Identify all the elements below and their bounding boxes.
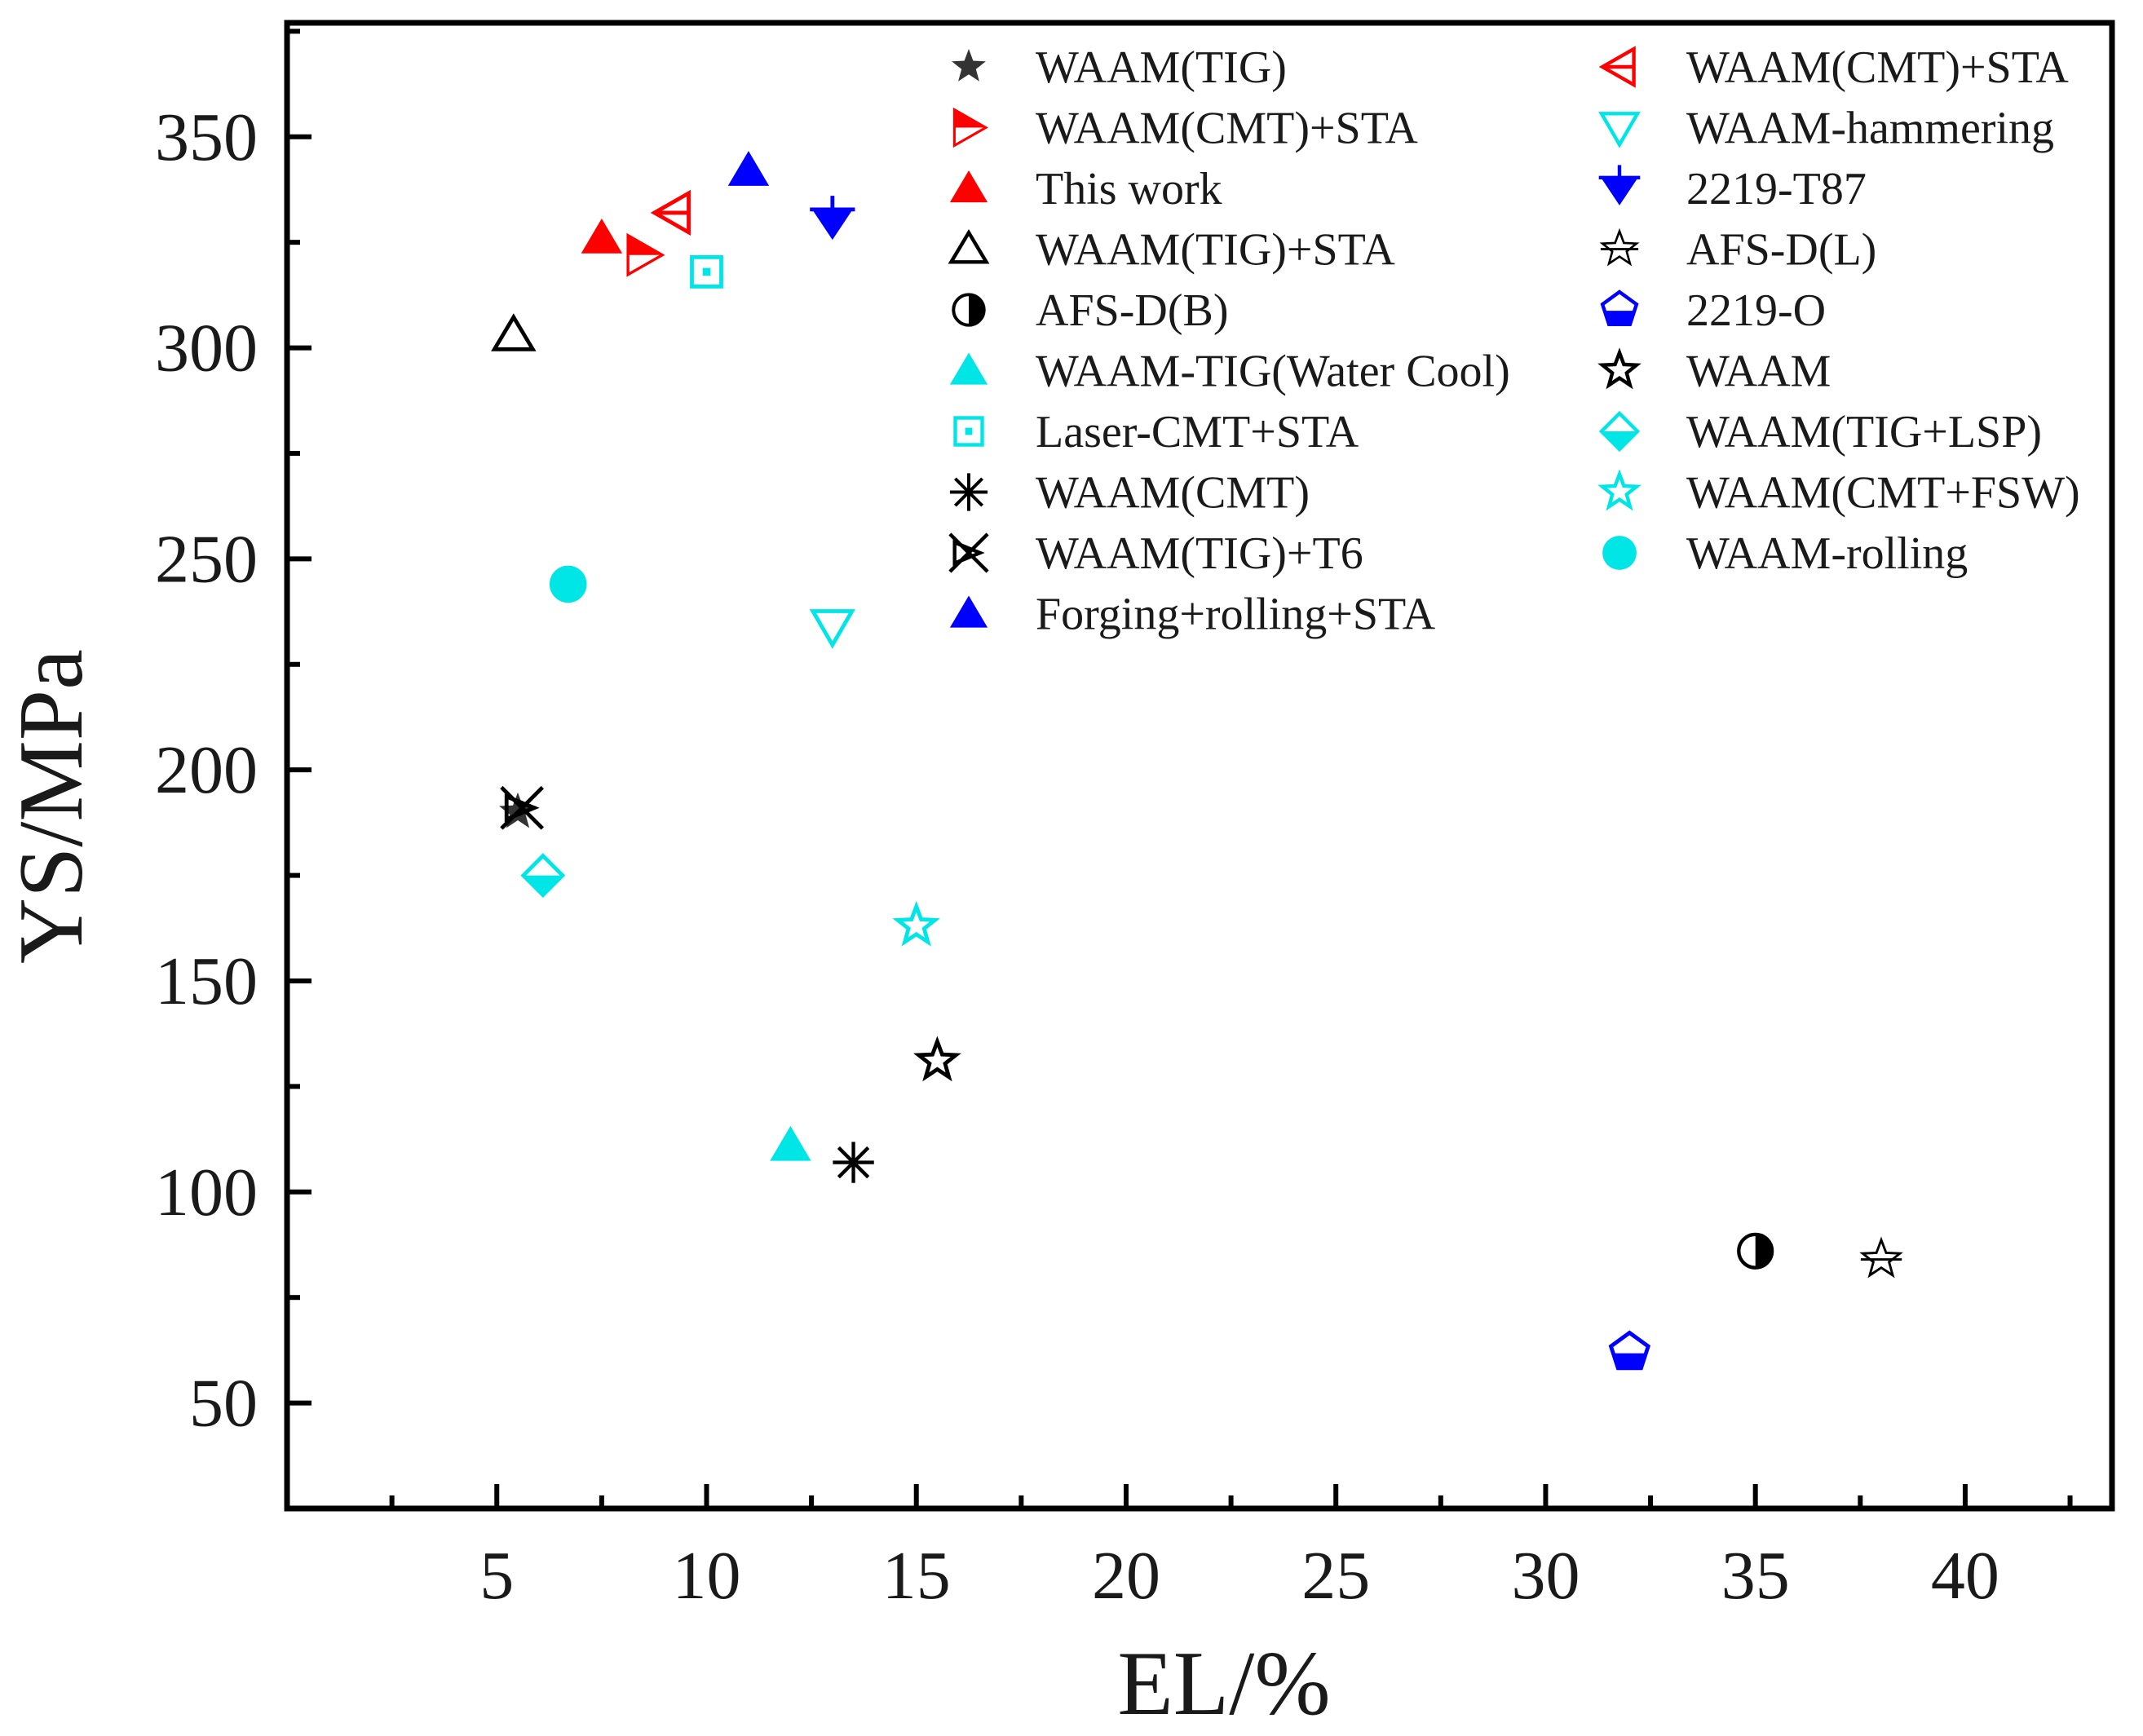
legend-item: Laser-CMT+STA xyxy=(953,407,1359,457)
y-tick-label: 250 xyxy=(155,521,258,597)
legend-symbol xyxy=(1597,347,1641,390)
legend-item: WAAM(TIG) xyxy=(952,42,1287,93)
x-tick-label: 35 xyxy=(1721,1538,1790,1614)
legend-item: Forging+rolling+STA xyxy=(949,590,1436,640)
data-point xyxy=(770,1125,811,1161)
legend-label: WAAM xyxy=(1686,347,1831,397)
legend-label: WAAM-TIG(Water Cool) xyxy=(1036,347,1510,397)
legend-label: WAAM(TIG+LSP) xyxy=(1686,407,2042,457)
legend-item: WAAM-hammering xyxy=(1598,104,2054,154)
data-point xyxy=(491,313,537,351)
legend-item: WAAM xyxy=(1597,347,1831,397)
legend-symbol xyxy=(1597,469,1641,511)
y-tick-label: 350 xyxy=(155,99,258,175)
legend-item: WAAM(CMT+FSW) xyxy=(1597,468,2080,519)
legend-label: WAAM(CMT) xyxy=(1036,468,1310,519)
legend-item: WAAM(CMT)+STA xyxy=(952,104,1418,154)
data-point xyxy=(549,565,587,603)
legend-label: 2219-O xyxy=(1686,285,1826,336)
legend-label: 2219-T87 xyxy=(1686,164,1867,214)
legend-symbol xyxy=(1598,410,1641,453)
legend-label: WAAM(CMT+FSW) xyxy=(1686,468,2080,519)
legend-label: WAAM-rolling xyxy=(1686,528,1968,579)
data-point xyxy=(892,900,940,947)
legend-symbol xyxy=(952,107,989,148)
legend-item: AFS-D(B) xyxy=(952,285,1228,336)
legend-symbol xyxy=(952,293,986,327)
y-tick-label: 50 xyxy=(189,1366,258,1442)
legend-label: AFS-D(B) xyxy=(1036,285,1228,336)
legend-item: WAAM(CMT) xyxy=(949,468,1310,519)
legend-label: WAAM(TIG) xyxy=(1036,42,1287,93)
legend-item: WAAM-rolling xyxy=(1602,528,1968,579)
legend-label: Laser-CMT+STA xyxy=(1036,407,1359,457)
legend-label: WAAM-hammering xyxy=(1686,104,2054,154)
data-point xyxy=(500,785,545,830)
legend-item: WAAM(CMT)+STA xyxy=(1598,42,2069,93)
data-point xyxy=(833,1142,874,1183)
legend-symbol xyxy=(1600,289,1639,326)
data-point xyxy=(520,853,566,898)
legend-symbol xyxy=(949,352,988,385)
legend-label: WAAM(TIG)+STA xyxy=(1036,225,1395,276)
plot-frame xyxy=(284,20,2115,1512)
legend-label: AFS-D(L) xyxy=(1686,225,1876,276)
data-point xyxy=(913,1036,961,1082)
legend-label: Forging+rolling+STA xyxy=(1036,590,1436,640)
legend-symbol xyxy=(948,532,989,573)
data-point xyxy=(1608,1330,1651,1371)
legend-item: WAAM-TIG(Water Cool) xyxy=(949,347,1510,397)
legend-symbol xyxy=(952,49,986,82)
legend-label: WAAM(CMT)+STA xyxy=(1686,42,2069,93)
y-tick-label: 300 xyxy=(155,311,258,387)
legend-label: WAAM(TIG)+T6 xyxy=(1036,528,1363,579)
data-point xyxy=(809,609,855,649)
data-point xyxy=(727,151,770,186)
legend-symbol xyxy=(953,416,984,447)
legend-symbol xyxy=(1598,165,1641,205)
legend-label: This work xyxy=(1036,164,1222,214)
legend-symbol xyxy=(948,228,990,264)
y-tick-label: 100 xyxy=(155,1155,258,1230)
x-axis-title: EL/% xyxy=(1117,1633,1330,1734)
data-point xyxy=(650,189,691,236)
x-tick-label: 15 xyxy=(882,1538,951,1614)
legend-item: AFS-D(L) xyxy=(1599,225,1876,276)
legend-item: This work xyxy=(949,164,1222,214)
y-axis-title: YS/MPa xyxy=(1,649,102,964)
data-point xyxy=(690,254,723,289)
legend-symbol xyxy=(949,473,988,511)
y-tick-label: 200 xyxy=(155,732,258,808)
legend-symbol xyxy=(1599,227,1640,267)
legend-symbol xyxy=(949,595,988,628)
legend-item: 2219-T87 xyxy=(1598,164,1867,214)
data-point xyxy=(810,196,855,241)
legend-item: WAAM(TIG+LSP) xyxy=(1598,407,2042,457)
data-point xyxy=(581,218,623,254)
x-tick-label: 20 xyxy=(1092,1538,1160,1614)
y-tick-label: 150 xyxy=(155,943,258,1019)
x-tick-label: 5 xyxy=(479,1538,514,1614)
legend-symbol xyxy=(1602,536,1637,570)
x-tick-label: 40 xyxy=(1931,1538,1999,1614)
data-point xyxy=(1737,1232,1774,1270)
data-point xyxy=(626,232,665,277)
legend-symbol xyxy=(1598,46,1636,88)
legend-item: WAAM(TIG)+T6 xyxy=(948,528,1363,579)
x-tick-label: 30 xyxy=(1511,1538,1580,1614)
legend-symbol xyxy=(949,170,988,203)
legend-item: 2219-O xyxy=(1600,285,1826,336)
legend-item: WAAM(TIG)+STA xyxy=(948,225,1395,276)
x-tick-label: 10 xyxy=(672,1538,740,1614)
legend-symbol xyxy=(1598,112,1641,148)
x-tick-label: 25 xyxy=(1301,1538,1370,1614)
data-point xyxy=(1859,1236,1903,1279)
legend-label: WAAM(CMT)+STA xyxy=(1036,104,1418,154)
